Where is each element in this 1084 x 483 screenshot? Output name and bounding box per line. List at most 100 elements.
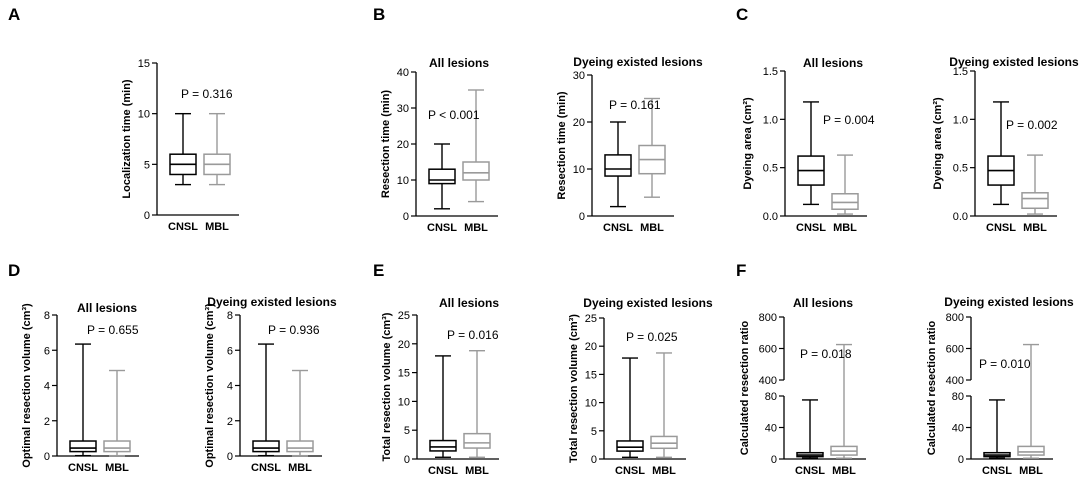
chart-e2: Dyeing existed lesions 0 5 10 15 20 25 Total re… <box>568 296 713 477</box>
x-category-label: MBL <box>833 222 857 234</box>
y-tick-label: 2 <box>44 416 50 428</box>
box-mbl <box>462 89 490 203</box>
box-cnsl <box>983 399 1011 459</box>
box-iqr <box>69 440 97 453</box>
box-mbl <box>650 352 678 459</box>
box-cnsl <box>604 121 632 208</box>
box-iqr <box>463 432 491 449</box>
y-tick-label: 80 <box>765 391 777 403</box>
y-tick-label: 5 <box>591 426 597 438</box>
y-axis-label: Optimal resection volume (cm³) <box>21 303 33 468</box>
y-tick-label: 2 <box>227 416 233 428</box>
chart-title: All lesions <box>77 301 137 315</box>
y-tick-label: 8 <box>227 310 233 322</box>
x-category-label: MBL <box>1023 222 1047 234</box>
x-category-label: CNSL <box>427 222 457 234</box>
chart-c1: C All lesions 0.0 0.5 1.0 1.5 Dyeing area (cm²… <box>736 5 875 234</box>
y-tick-label: 0 <box>958 454 964 466</box>
box-cnsl <box>987 101 1015 206</box>
chart-a1: A 0 5 10 15 Localization time (min) CNSL MBL P =… <box>8 5 239 233</box>
box-mbl <box>831 154 859 215</box>
box-iqr <box>462 161 490 181</box>
box-mbl <box>203 112 231 186</box>
x-category-label: MBL <box>1019 465 1043 477</box>
x-category-label: CNSL <box>603 222 633 234</box>
chart-title: Dyeing existed lesions <box>944 295 1074 309</box>
x-category-label: MBL <box>288 462 312 474</box>
chart-title: All lesions <box>803 56 863 70</box>
y-tick-label: 0.5 <box>763 163 778 175</box>
y-tick-label: 0 <box>404 454 410 466</box>
y-tick-label: 20 <box>585 341 597 353</box>
y-tick-label: 25 <box>585 313 597 325</box>
box-cnsl <box>169 112 197 186</box>
p-value-label: P = 0.016 <box>447 328 499 342</box>
box-mbl <box>1017 343 1045 459</box>
p-value-label: P = 0.002 <box>1006 118 1058 132</box>
y-tick-label: 20 <box>397 139 409 151</box>
y-tick-label: 0 <box>144 210 150 222</box>
box-cnsl <box>616 357 644 459</box>
y-tick-label: 0 <box>771 454 777 466</box>
y-axis-label: Total resection volume (cm³) <box>381 312 393 461</box>
p-value-label: P = 0.161 <box>609 98 661 112</box>
x-category-label: CNSL <box>986 222 1016 234</box>
y-tick-label: 0.5 <box>953 163 968 175</box>
panel-letter-c: C <box>736 5 748 24</box>
y-tick-label: 30 <box>573 70 585 82</box>
chart-title: Dyeing existed lesions <box>949 55 1079 69</box>
x-category-label: MBL <box>105 462 129 474</box>
y-tick-label: 400 <box>946 375 964 387</box>
y-tick-label: 10 <box>397 175 409 187</box>
p-value-label: P = 0.936 <box>268 323 320 337</box>
y-tick-label: 0.0 <box>763 211 778 223</box>
x-category-label: CNSL <box>168 221 198 233</box>
y-tick-label: 5 <box>144 159 150 171</box>
y-tick-label: 0 <box>579 211 585 223</box>
y-tick-label: 15 <box>585 369 597 381</box>
x-category-label: CNSL <box>795 465 825 477</box>
box-iqr <box>429 439 457 452</box>
p-value-label: P = 0.655 <box>87 323 139 337</box>
box-iqr <box>1017 445 1045 456</box>
p-value-label: P = 0.004 <box>823 113 875 127</box>
y-tick-label: 800 <box>946 312 964 324</box>
box-iqr <box>650 435 678 450</box>
y-tick-label: 1.5 <box>953 66 968 78</box>
y-tick-label: 5 <box>404 425 410 437</box>
chart-title: All lesions <box>793 296 853 310</box>
chart-b1: B All lesions 0 10 20 30 40 Resection time (min… <box>373 5 498 234</box>
panel-letter-b: B <box>373 5 385 24</box>
p-value-label: P = 0.025 <box>626 330 678 344</box>
p-value-label: P = 0.316 <box>181 87 233 101</box>
y-tick-label: 10 <box>585 398 597 410</box>
y-tick-label: 15 <box>138 58 150 70</box>
box-iqr <box>286 440 314 453</box>
chart-d1: D All lesions 0 2 4 6 8 Optimal resection volum… <box>8 261 139 474</box>
x-category-label: MBL <box>832 465 856 477</box>
y-tick-label: 0 <box>591 454 597 466</box>
y-tick-label: 30 <box>397 103 409 115</box>
box-cnsl <box>252 343 280 457</box>
p-value-label: P = 0.010 <box>979 357 1031 371</box>
chart-d2: Dyeing existed lesions 0 2 4 6 8 Optimal resec… <box>204 295 337 474</box>
y-tick-label: 80 <box>952 391 964 403</box>
panel-letter-e: E <box>373 261 384 280</box>
y-tick-label: 10 <box>398 396 410 408</box>
y-tick-label: 400 <box>759 375 777 387</box>
y-tick-label: 40 <box>952 423 964 435</box>
y-axis-label: Resection time (min) <box>556 91 568 200</box>
p-value-label: P < 0.001 <box>428 108 480 122</box>
chart-title: All lesions <box>429 56 489 70</box>
y-tick-label: 0 <box>44 451 50 463</box>
y-axis-label: Calculated resection ratio <box>739 320 751 455</box>
y-tick-label: 10 <box>138 109 150 121</box>
y-tick-label: 10 <box>573 164 585 176</box>
y-axis-label: Optimal resection volume (cm³) <box>204 303 216 468</box>
x-category-label: CNSL <box>68 462 98 474</box>
y-tick-label: 1.0 <box>953 114 968 126</box>
x-category-label: CNSL <box>796 222 826 234</box>
x-category-label: MBL <box>465 465 489 477</box>
chart-title: Dyeing existed lesions <box>573 55 703 69</box>
box-iqr <box>604 154 632 177</box>
